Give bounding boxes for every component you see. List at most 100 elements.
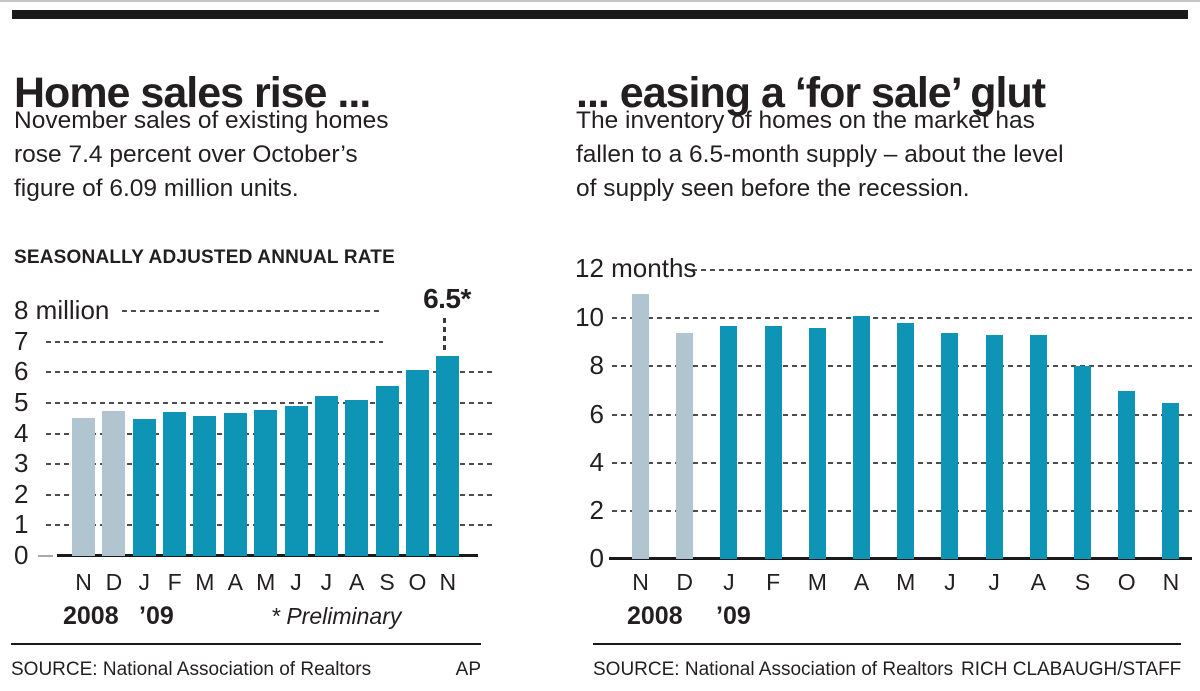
sales-bar-O-11 bbox=[406, 369, 429, 556]
sales-bar-D-1 bbox=[102, 411, 126, 556]
sales-gridline-6 bbox=[46, 371, 494, 374]
sales-x-label-A-5: A bbox=[227, 569, 243, 595]
inventory-y-tick-0: 0 bbox=[589, 543, 604, 573]
sales-x-label-F-3: F bbox=[167, 569, 182, 595]
sales-gridline-5 bbox=[46, 402, 494, 404]
inventory-gridline-12 bbox=[692, 269, 1192, 272]
sales-y-tick-2: 2 bbox=[14, 478, 29, 509]
inventory-x-label-A-5: A bbox=[853, 569, 870, 595]
inventory-x-label-A-9: A bbox=[1030, 569, 1046, 595]
sales-bar-M-6 bbox=[254, 410, 278, 556]
inventory-bar-D-1 bbox=[676, 332, 694, 559]
left-year-label-09: ’09 bbox=[139, 602, 174, 630]
left-subtitle-line-3: figure of 6.09 million units. bbox=[14, 175, 299, 202]
left-credit-text: AP bbox=[455, 659, 481, 680]
inventory-x-label-S-10: S bbox=[1074, 569, 1091, 595]
preliminary-footnote: * Preliminary bbox=[271, 603, 402, 629]
inventory-x-label-M-4: M bbox=[807, 569, 827, 595]
sales-y-tick-6: 6 bbox=[14, 356, 29, 387]
sales-bar-M-4 bbox=[193, 416, 217, 556]
left-chart-kicker: SEASONALLY ADJUSTED ANNUAL RATE bbox=[14, 247, 395, 268]
inventory-bar-S-10 bbox=[1074, 366, 1091, 559]
sales-x-label-M-6: M bbox=[256, 569, 276, 595]
sales-bar-S-10 bbox=[375, 385, 399, 556]
inventory-x-label-M-6: M bbox=[896, 569, 916, 595]
sales-y-tick-4: 4 bbox=[14, 417, 29, 448]
right-year-label-2008: 2008 bbox=[627, 602, 683, 630]
sales-y-tick-1: 1 bbox=[14, 509, 29, 540]
sales-y-tick-3: 3 bbox=[14, 448, 29, 479]
sales-gridline-8 bbox=[122, 310, 383, 313]
sales-y-tick-0: 0 bbox=[14, 540, 29, 570]
inventory-x-label-D-1: D bbox=[676, 569, 693, 595]
sales-y-tick-8: 8 million bbox=[14, 295, 110, 326]
inventory-bar-J-8 bbox=[985, 335, 1003, 559]
inventory-bar-J-2 bbox=[720, 325, 738, 559]
inventory-bar-J-7 bbox=[941, 332, 959, 559]
sales-x-label-J-7: J bbox=[290, 569, 302, 595]
right-subtitle-line-2: fallen to a 6.5-month supply – about the… bbox=[576, 141, 1064, 168]
sales-x-label-D-1: D bbox=[105, 569, 123, 595]
sales-y-tick-5: 5 bbox=[14, 387, 29, 417]
sales-bar-N-12 bbox=[436, 355, 460, 556]
inventory-bar-O-11 bbox=[1118, 390, 1136, 559]
inventory-bar-N-12 bbox=[1162, 402, 1180, 559]
annotation-label: 6.5* bbox=[423, 283, 471, 314]
top-border-line bbox=[0, 0, 1200, 2]
sales-bar-F-3 bbox=[163, 411, 187, 556]
inventory-x-label-O-11: O bbox=[1117, 569, 1136, 595]
sales-bar-N-0 bbox=[72, 418, 95, 556]
inventory-bar-A-9 bbox=[1029, 335, 1047, 559]
sales-bar-A-9 bbox=[345, 399, 369, 556]
sales-x-label-J-2: J bbox=[138, 569, 150, 595]
inventory-y-tick-4: 4 bbox=[589, 446, 604, 477]
right-chart-title: ... easing a ‘for sale’ glut bbox=[576, 68, 1046, 117]
inventory-y-tick-2: 2 bbox=[589, 494, 604, 525]
inventory-x-label-J-2: J bbox=[723, 569, 735, 595]
sales-x-label-A-9: A bbox=[349, 569, 365, 595]
right-footer-rule bbox=[593, 643, 1181, 645]
sales-x-label-J-8: J bbox=[320, 569, 333, 595]
inventory-bar-A-5 bbox=[853, 315, 870, 559]
left-subtitle-line-1: November sales of existing homes bbox=[14, 107, 389, 134]
sales-bar-A-5 bbox=[223, 412, 247, 556]
right-credit-text: RICH CLABAUGH/STAFF bbox=[961, 659, 1182, 680]
sales-y-tick-7: 7 bbox=[14, 325, 29, 356]
sales-x-label-N-12: N bbox=[439, 569, 457, 595]
inventory-x-label-J-7: J bbox=[944, 569, 956, 595]
left-subtitle-line-2: rose 7.4 percent over October’s bbox=[14, 141, 358, 168]
right-source-text: SOURCE: National Association of Realtors bbox=[593, 659, 954, 680]
inventory-bar-M-6 bbox=[897, 323, 915, 559]
sales-x-label-M-4: M bbox=[195, 569, 215, 595]
inventory-y-tick-8: 8 bbox=[589, 350, 604, 381]
header-rule bbox=[12, 10, 1188, 19]
annotation-pointer-line bbox=[443, 318, 446, 350]
right-subtitle-line-3: of supply seen before the recession. bbox=[576, 175, 970, 202]
sales-gridline-7 bbox=[46, 340, 383, 343]
right-subtitle-line-1: The inventory of homes on the market has bbox=[576, 107, 1035, 134]
sales-bar-J-8 bbox=[314, 395, 338, 556]
inventory-x-label-F-3: F bbox=[766, 569, 781, 595]
inventory-bar-F-3 bbox=[764, 325, 782, 559]
inventory-bar-M-4 bbox=[808, 327, 826, 559]
inventory-x-label-N-0: N bbox=[632, 569, 649, 595]
sales-bar-J-7 bbox=[284, 406, 308, 556]
inventory-bar-N-0 bbox=[632, 294, 649, 559]
inventory-y-tick-6: 6 bbox=[589, 398, 604, 429]
left-source-text: SOURCE: National Association of Realtors bbox=[11, 659, 372, 680]
sales-bar-J-2 bbox=[132, 418, 156, 556]
sales-x-label-N-0: N bbox=[75, 569, 92, 595]
inventory-y-tick-10: 10 bbox=[575, 302, 604, 333]
sales-x-label-S-10: S bbox=[379, 569, 395, 595]
left-year-label-2008: 2008 bbox=[63, 602, 119, 630]
inventory-x-label-J-8: J bbox=[988, 569, 1000, 595]
left-footer-rule bbox=[11, 643, 481, 645]
left-chart-title: Home sales rise ... bbox=[14, 68, 371, 117]
inventory-x-label-N-12: N bbox=[1162, 569, 1180, 595]
inventory-y-tick-12: 12 months bbox=[575, 253, 697, 284]
right-year-label-09: ’09 bbox=[716, 602, 751, 630]
inventory-gridline-10 bbox=[612, 317, 1192, 320]
sales-x-label-O-11: O bbox=[408, 569, 427, 595]
left-zero-tick bbox=[38, 555, 53, 557]
